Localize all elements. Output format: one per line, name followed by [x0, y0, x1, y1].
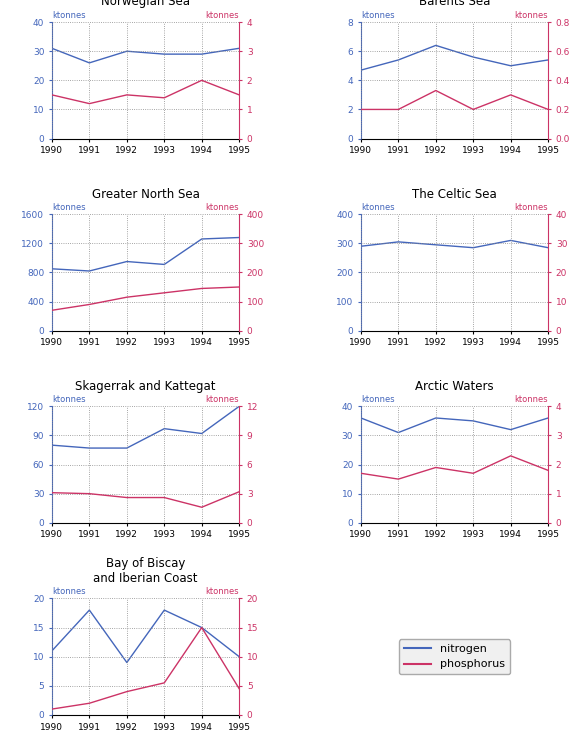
Legend: nitrogen, phosphorus: nitrogen, phosphorus: [399, 640, 510, 674]
Text: ktonnes: ktonnes: [52, 203, 85, 212]
Title: Bay of Biscay
and Iberian Coast: Bay of Biscay and Iberian Coast: [93, 556, 198, 584]
Text: ktonnes: ktonnes: [52, 587, 85, 596]
Text: ktonnes: ktonnes: [361, 11, 395, 20]
Text: ktonnes: ktonnes: [205, 587, 239, 596]
Text: ktonnes: ktonnes: [515, 11, 548, 20]
Text: ktonnes: ktonnes: [515, 395, 548, 404]
Title: Norwegian Sea: Norwegian Sea: [101, 0, 190, 8]
Title: Skagerrak and Kattegat: Skagerrak and Kattegat: [76, 380, 216, 393]
Text: ktonnes: ktonnes: [361, 203, 395, 212]
Title: Arctic Waters: Arctic Waters: [415, 380, 494, 393]
Text: ktonnes: ktonnes: [205, 203, 239, 212]
Text: ktonnes: ktonnes: [361, 395, 395, 404]
Title: Greater North Sea: Greater North Sea: [92, 187, 200, 200]
Title: The Celtic Sea: The Celtic Sea: [412, 187, 497, 200]
Text: ktonnes: ktonnes: [205, 11, 239, 20]
Text: ktonnes: ktonnes: [515, 203, 548, 212]
Text: ktonnes: ktonnes: [52, 11, 85, 20]
Text: ktonnes: ktonnes: [205, 395, 239, 404]
Text: ktonnes: ktonnes: [52, 395, 85, 404]
Title: Barents Sea: Barents Sea: [419, 0, 490, 8]
